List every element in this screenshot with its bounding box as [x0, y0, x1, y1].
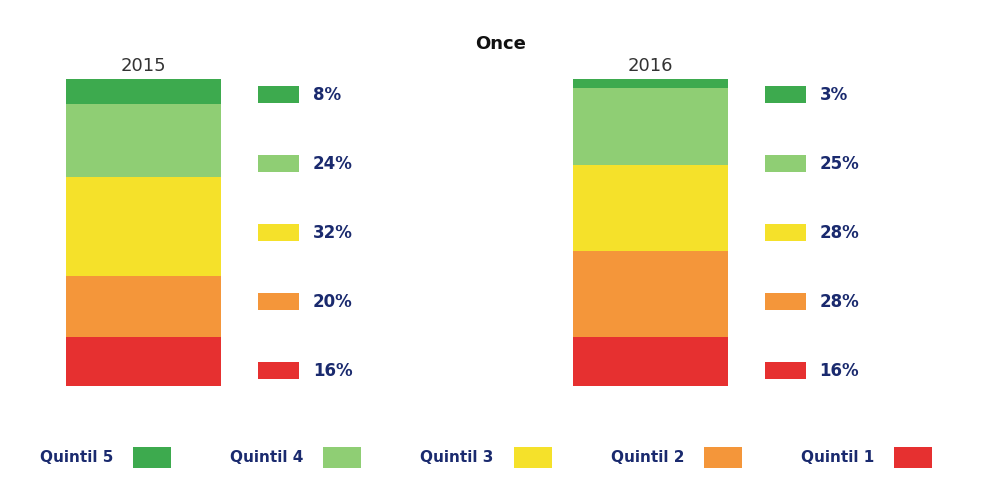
- Text: Quintil 4: Quintil 4: [230, 450, 303, 465]
- Bar: [258, 293, 299, 310]
- Text: Quintil 2: Quintil 2: [611, 450, 684, 465]
- Text: 16%: 16%: [820, 362, 859, 380]
- Bar: [258, 155, 299, 172]
- Bar: [258, 362, 299, 379]
- Bar: [258, 224, 299, 241]
- Text: Quintil 3: Quintil 3: [420, 450, 493, 465]
- Bar: [765, 293, 806, 310]
- Bar: [66, 276, 221, 337]
- Bar: [765, 86, 806, 103]
- Bar: [765, 224, 806, 241]
- Text: Quintil 1: Quintil 1: [801, 450, 874, 465]
- Text: 32%: 32%: [312, 224, 352, 242]
- Bar: [573, 89, 728, 165]
- Text: Quintil 5: Quintil 5: [40, 450, 113, 465]
- Bar: [573, 337, 728, 386]
- Title: 2015: 2015: [121, 57, 166, 75]
- Text: 28%: 28%: [820, 293, 859, 311]
- Bar: [765, 362, 806, 379]
- Bar: [573, 251, 728, 337]
- Bar: [66, 104, 221, 177]
- Bar: [258, 86, 299, 103]
- Bar: [66, 79, 221, 104]
- Bar: [765, 155, 806, 172]
- Bar: [66, 337, 221, 386]
- Text: 28%: 28%: [820, 224, 859, 242]
- Bar: [573, 165, 728, 251]
- Bar: [573, 79, 728, 89]
- Text: 25%: 25%: [820, 154, 859, 173]
- Text: 8%: 8%: [312, 86, 341, 103]
- Text: 20%: 20%: [312, 293, 352, 311]
- Text: 3%: 3%: [820, 86, 848, 103]
- Bar: [66, 177, 221, 276]
- Text: Once: Once: [475, 35, 526, 52]
- Title: 2016: 2016: [628, 57, 673, 75]
- Text: 16%: 16%: [312, 362, 352, 380]
- Text: 24%: 24%: [312, 154, 352, 173]
